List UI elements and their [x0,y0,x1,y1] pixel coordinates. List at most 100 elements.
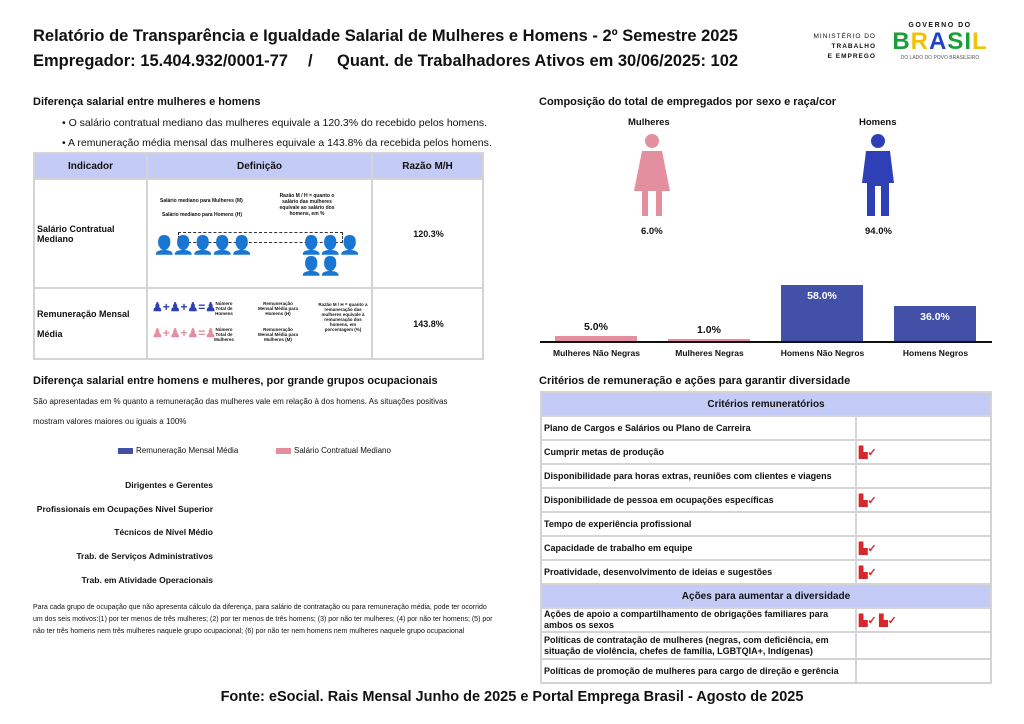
occupation-group: Profissionais em Ocupações Nível Superio… [36,504,213,514]
bullet-median: • O salário contratual mediano das mulhe… [62,117,488,129]
composition-bar-chart: 5.0% Mulheres Não Negras 1.0% Mulheres Negr… [540,0,992,360]
indicator-table: Indicador Definição Razão M/H Salário Cont… [33,152,484,360]
woman-icon [634,134,670,216]
occupational-desc: São apresentadas em % quanto a remuneraç… [33,397,448,406]
chart-bar [555,336,637,341]
source-footer: Fonte: eSocial. Rais Mensal Junho de 202… [220,689,804,705]
criteria-row: Proatividade, desenvolvimento de ideias … [540,559,992,585]
chart-category-label: Homens Negros [902,348,969,358]
ratio-value: 143.8% [371,287,484,360]
gov-logo-top: GOVERNO DO [908,22,972,29]
chart-data-label: 36.0% [920,311,950,324]
criteria-row: Tempo de experiência profissional [540,511,992,537]
men-label: Homens [859,117,897,128]
active-workers: Quant. de Trabalhadores Ativos em 30/06/… [337,52,739,70]
def-text: Número Total de Homens [215,301,233,316]
criteria-row: Ações de apoio a compartilhamento de obr… [540,607,992,633]
chart-data-label: 58.0% [807,289,837,302]
definition-diagram: ♟+♟+♟=♟ ♟+♟+♟=♟ Número Total de Homens R… [146,287,373,360]
men-figures-icon: 👤👤👤👤👤 [300,235,361,276]
table-row: Remuneração Mensal Média ♟+♟+♟=♟ ♟+♟+♟=♟… [33,287,484,360]
chart-bar [781,284,863,341]
criteria-label: Tempo de experiência profissional [540,511,857,537]
criteria-mark: ▙✓ ▙✓ [855,607,992,633]
chart-category-label: Homens Não Negros [780,348,865,358]
criteria-mark: ▙✓ [855,559,992,585]
dashed-guide [178,232,343,243]
chart-bar [894,306,976,341]
gov-logo-tagline: DO LADO DO POVO BRASILEIRO [900,55,980,61]
criteria-row: Plano de Cargos e Salários ou Plano de C… [540,415,992,441]
chart-baseline [540,341,992,343]
legend-swatch [276,447,291,454]
legend-label: Remuneração Mensal Média [136,446,239,455]
criteria-label: Disponibilidade para horas extras, reuni… [540,463,857,489]
occupation-group: Dirigentes e Gerentes [125,480,213,490]
men-pct: 94.0% [865,226,892,237]
ministry-logo: MINISTÉRIO DO TRABALHO E EMPREGO [808,32,876,62]
checked-criteria-icon: ▙✓ [859,446,877,459]
checked-criteria-icon: ▙✓ [859,566,877,579]
checked-criteria-icon: ▙✓ [859,494,877,507]
def-text: Razão M / H = quanto o salário das mulhe… [279,193,335,217]
women-label: Mulheres [628,117,670,128]
separator: / [308,52,313,70]
bullet-average: • A remuneração média mensal das mulhere… [62,137,492,149]
criteria-label: Disponibilidade de pessoa em ocupações e… [540,487,857,513]
def-text: Remuneração Mensal Média para Mulheres (… [257,327,298,342]
women-pct: 6.0% [641,226,663,237]
chart-data-label: 1.0% [697,324,721,336]
composition-title: Composição do total de empregados por se… [539,96,837,108]
women-figures-icon: 👤👤👤👤👤 [153,235,253,255]
employer-id: Empregador: 15.404.932/0001-77 [33,52,288,70]
criteria-label: Cumprir metas de produção [540,439,857,465]
criteria-label: Proatividade, desenvolvimento de ideias … [540,559,857,585]
criteria-row: Disponibilidade para horas extras, reuni… [540,463,992,489]
occupational-desc: mostram valores maiores ou iguais a 100% [33,417,187,426]
criteria-section-header: Critérios remuneratórios [540,391,992,417]
definition-diagram: Salário mediano para Mulheres (M) Salári… [146,178,373,289]
criteria-section-header: Ações para aumentar a diversidade [540,583,992,609]
criteria-mark: ▙✓ [855,439,992,465]
report-title: Relatório de Transparência e Igualdade S… [33,27,738,45]
footnote: Para cada grupo de ocupação que não apre… [33,604,493,635]
women-sum-icon: ♟+♟+♟=♟ [152,326,217,340]
legend-item: Remuneração Mensal Média [118,446,238,455]
checked-criteria-icon: ▙✓ [859,614,877,627]
criteria-mark [855,415,992,441]
def-text: Salário mediano para Homens (H) [162,212,243,218]
criteria-label: Políticas de promoção de mulheres para c… [540,658,857,684]
table-row: Salário Contratual Mediano Salário media… [33,178,484,289]
man-icon [862,134,894,216]
criteria-mark: ▙✓ [855,535,992,561]
legend-label: Salário Contratual Mediano [294,446,391,455]
legend-item: Salário Contratual Mediano [276,446,391,455]
occupation-group: Trab. em Atividade Operacionais [81,575,213,585]
salary-diff-title: Diferença salarial entre mulheres e home… [33,96,261,108]
criteria-label: Políticas de contratação de mulheres (ne… [540,631,857,660]
chart-category-label: Mulheres Não Negras [553,348,640,358]
legend-swatch [118,447,133,454]
col-definition: Definição [146,152,373,180]
criteria-row: Capacidade de trabalho em equipe ▙✓ [540,535,992,561]
chart-category-label: Mulheres Negras [675,348,744,358]
criteria-title: Critérios de remuneração e ações para ga… [539,375,851,387]
def-text: Razão M / H = quanto a remuneração das m… [318,302,368,332]
criteria-mark: ▙✓ [855,487,992,513]
criteria-mark [855,631,992,660]
def-text: Remuneração Mensal Média para Homens (H) [257,301,298,316]
ministry-line: TRABALHO [831,43,876,50]
chart-data-label: 5.0% [584,321,608,334]
criteria-row: Políticas de contratação de mulheres (ne… [540,631,992,660]
criteria-row: Cumprir metas de produção ▙✓ [540,439,992,465]
criteria-mark [855,463,992,489]
criteria-row: Disponibilidade de pessoa em ocupações e… [540,487,992,513]
gov-brasil-logo: GOVERNO DO BRASIL DO LADO DO POVO BRASIL… [890,22,990,61]
indicator-name: Remuneração Mensal Média [33,287,148,360]
chart-bar [668,339,750,341]
def-text: Salário mediano para Mulheres (M) [160,198,243,204]
criteria-label: Capacidade de trabalho em equipe [540,535,857,561]
checked-criteria-icon: ▙✓ [879,614,897,627]
men-sum-icon: ♟+♟+♟=♟ [152,300,217,314]
occupation-group: Técnicos de Nível Médio [114,527,213,537]
